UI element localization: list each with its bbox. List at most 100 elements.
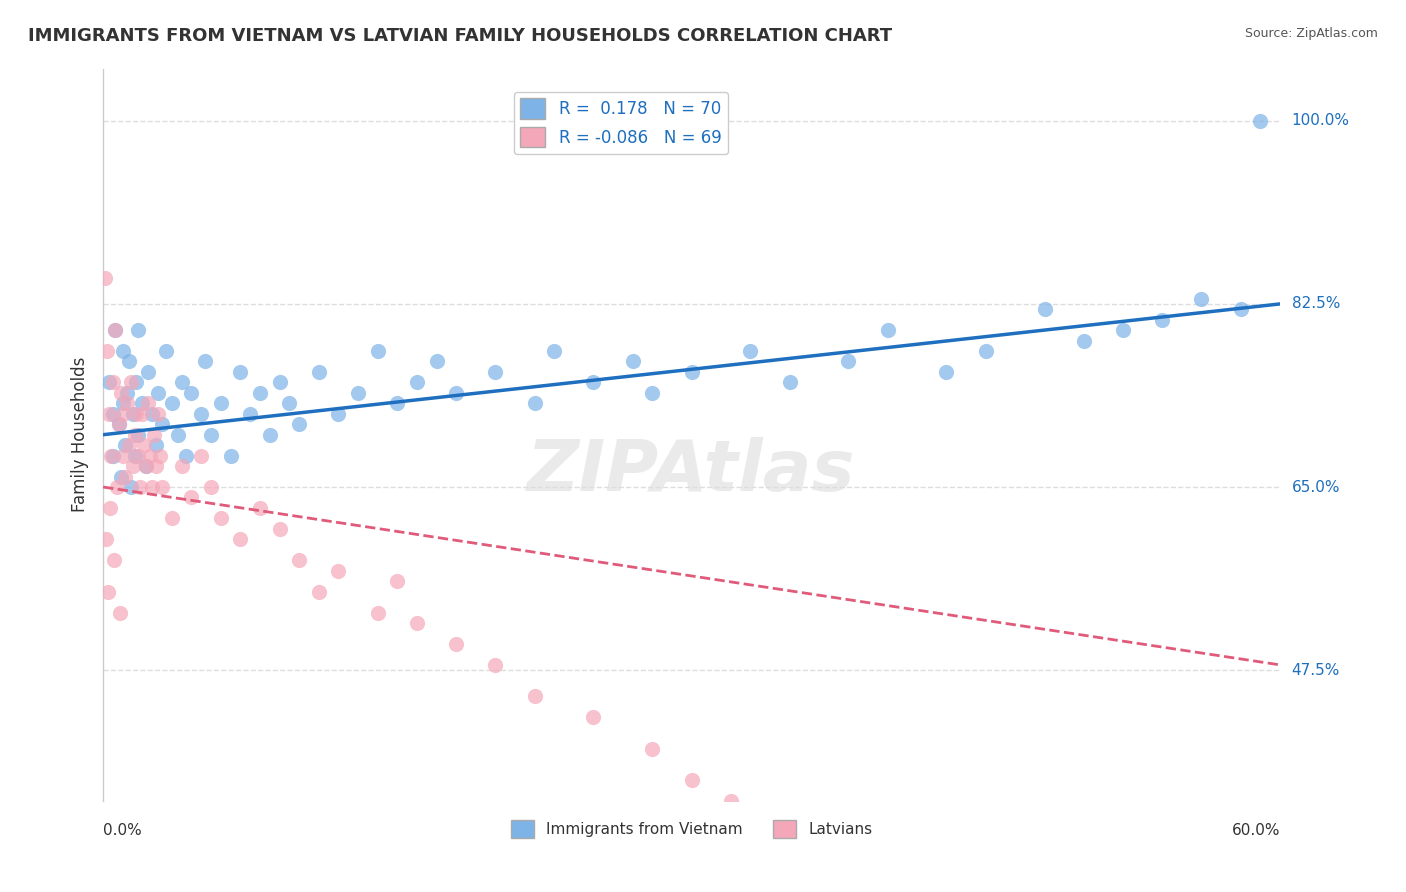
Text: 0.0%: 0.0% [103,822,142,838]
Point [817,846,839,860]
Point [200,480,222,494]
Point [96,343,118,358]
Point [641,741,664,756]
Point [170,376,193,390]
Text: ZIPAtlas: ZIPAtlas [527,437,856,506]
Point [425,354,447,368]
Point [543,343,565,358]
Point [98,376,121,390]
Point [681,365,703,379]
Point [136,365,159,379]
Point [110,469,132,483]
Point [1033,302,1056,317]
Point [117,354,139,368]
Point [523,690,546,704]
Text: 100.0%: 100.0% [1292,113,1350,128]
Point [125,407,148,421]
Point [935,365,957,379]
Point [141,480,163,494]
Point [114,438,136,452]
Text: 82.5%: 82.5% [1292,296,1340,311]
Point [115,396,138,410]
Point [150,417,173,432]
Point [115,385,138,400]
Point [681,772,703,787]
Point [104,323,127,337]
Point [145,438,167,452]
Point [484,365,506,379]
Point [131,407,153,421]
Point [160,511,183,525]
Point [308,584,330,599]
Point [108,606,131,620]
Point [180,385,202,400]
Point [129,480,152,494]
Point [170,459,193,474]
Point [249,500,271,515]
Point [146,407,169,421]
Point [121,459,143,474]
Point [308,365,330,379]
Legend: Immigrants from Vietnam, Latvians: Immigrants from Vietnam, Latvians [505,814,879,845]
Text: 65.0%: 65.0% [1292,480,1340,494]
Point [720,794,742,808]
Point [1191,292,1213,306]
Point [876,867,898,881]
Point [141,407,163,421]
Point [166,427,188,442]
Y-axis label: Family Households: Family Households [72,357,89,512]
Point [100,449,122,463]
Point [209,511,232,525]
Point [406,376,429,390]
Point [239,407,262,421]
Text: IMMIGRANTS FROM VIETNAM VS LATVIAN FAMILY HOUSEHOLDS CORRELATION CHART: IMMIGRANTS FROM VIETNAM VS LATVIAN FAMIL… [28,27,893,45]
Point [259,427,281,442]
Point [209,396,232,410]
Point [108,417,131,432]
Point [101,449,124,463]
Point [387,574,409,589]
Point [1112,323,1135,337]
Point [98,407,121,421]
Point [180,491,202,505]
Text: Source: ZipAtlas.com: Source: ZipAtlas.com [1244,27,1378,40]
Point [101,376,124,390]
Point [641,385,664,400]
Point [114,469,136,483]
Point [160,396,183,410]
Point [1249,113,1271,128]
Point [740,343,762,358]
Point [121,407,143,421]
Point [484,657,506,672]
Point [94,533,117,547]
Point [190,407,212,421]
Point [111,407,134,421]
Point [143,427,166,442]
Point [229,365,252,379]
Point [105,480,128,494]
Point [367,343,389,358]
Point [288,417,311,432]
Point [104,323,127,337]
Point [328,564,350,578]
Text: 60.0%: 60.0% [1232,822,1279,838]
Point [621,354,644,368]
Point [288,553,311,567]
Point [145,459,167,474]
Point [111,449,134,463]
Point [444,637,467,651]
Point [98,500,121,515]
Point [120,480,142,494]
Point [387,396,409,410]
Point [135,459,157,474]
Point [124,449,146,463]
Point [124,427,146,442]
Point [1229,302,1251,317]
Point [149,449,172,463]
Point [837,354,859,368]
Point [134,438,156,452]
Point [190,449,212,463]
Point [101,407,124,421]
Point [269,522,291,536]
Point [136,396,159,410]
